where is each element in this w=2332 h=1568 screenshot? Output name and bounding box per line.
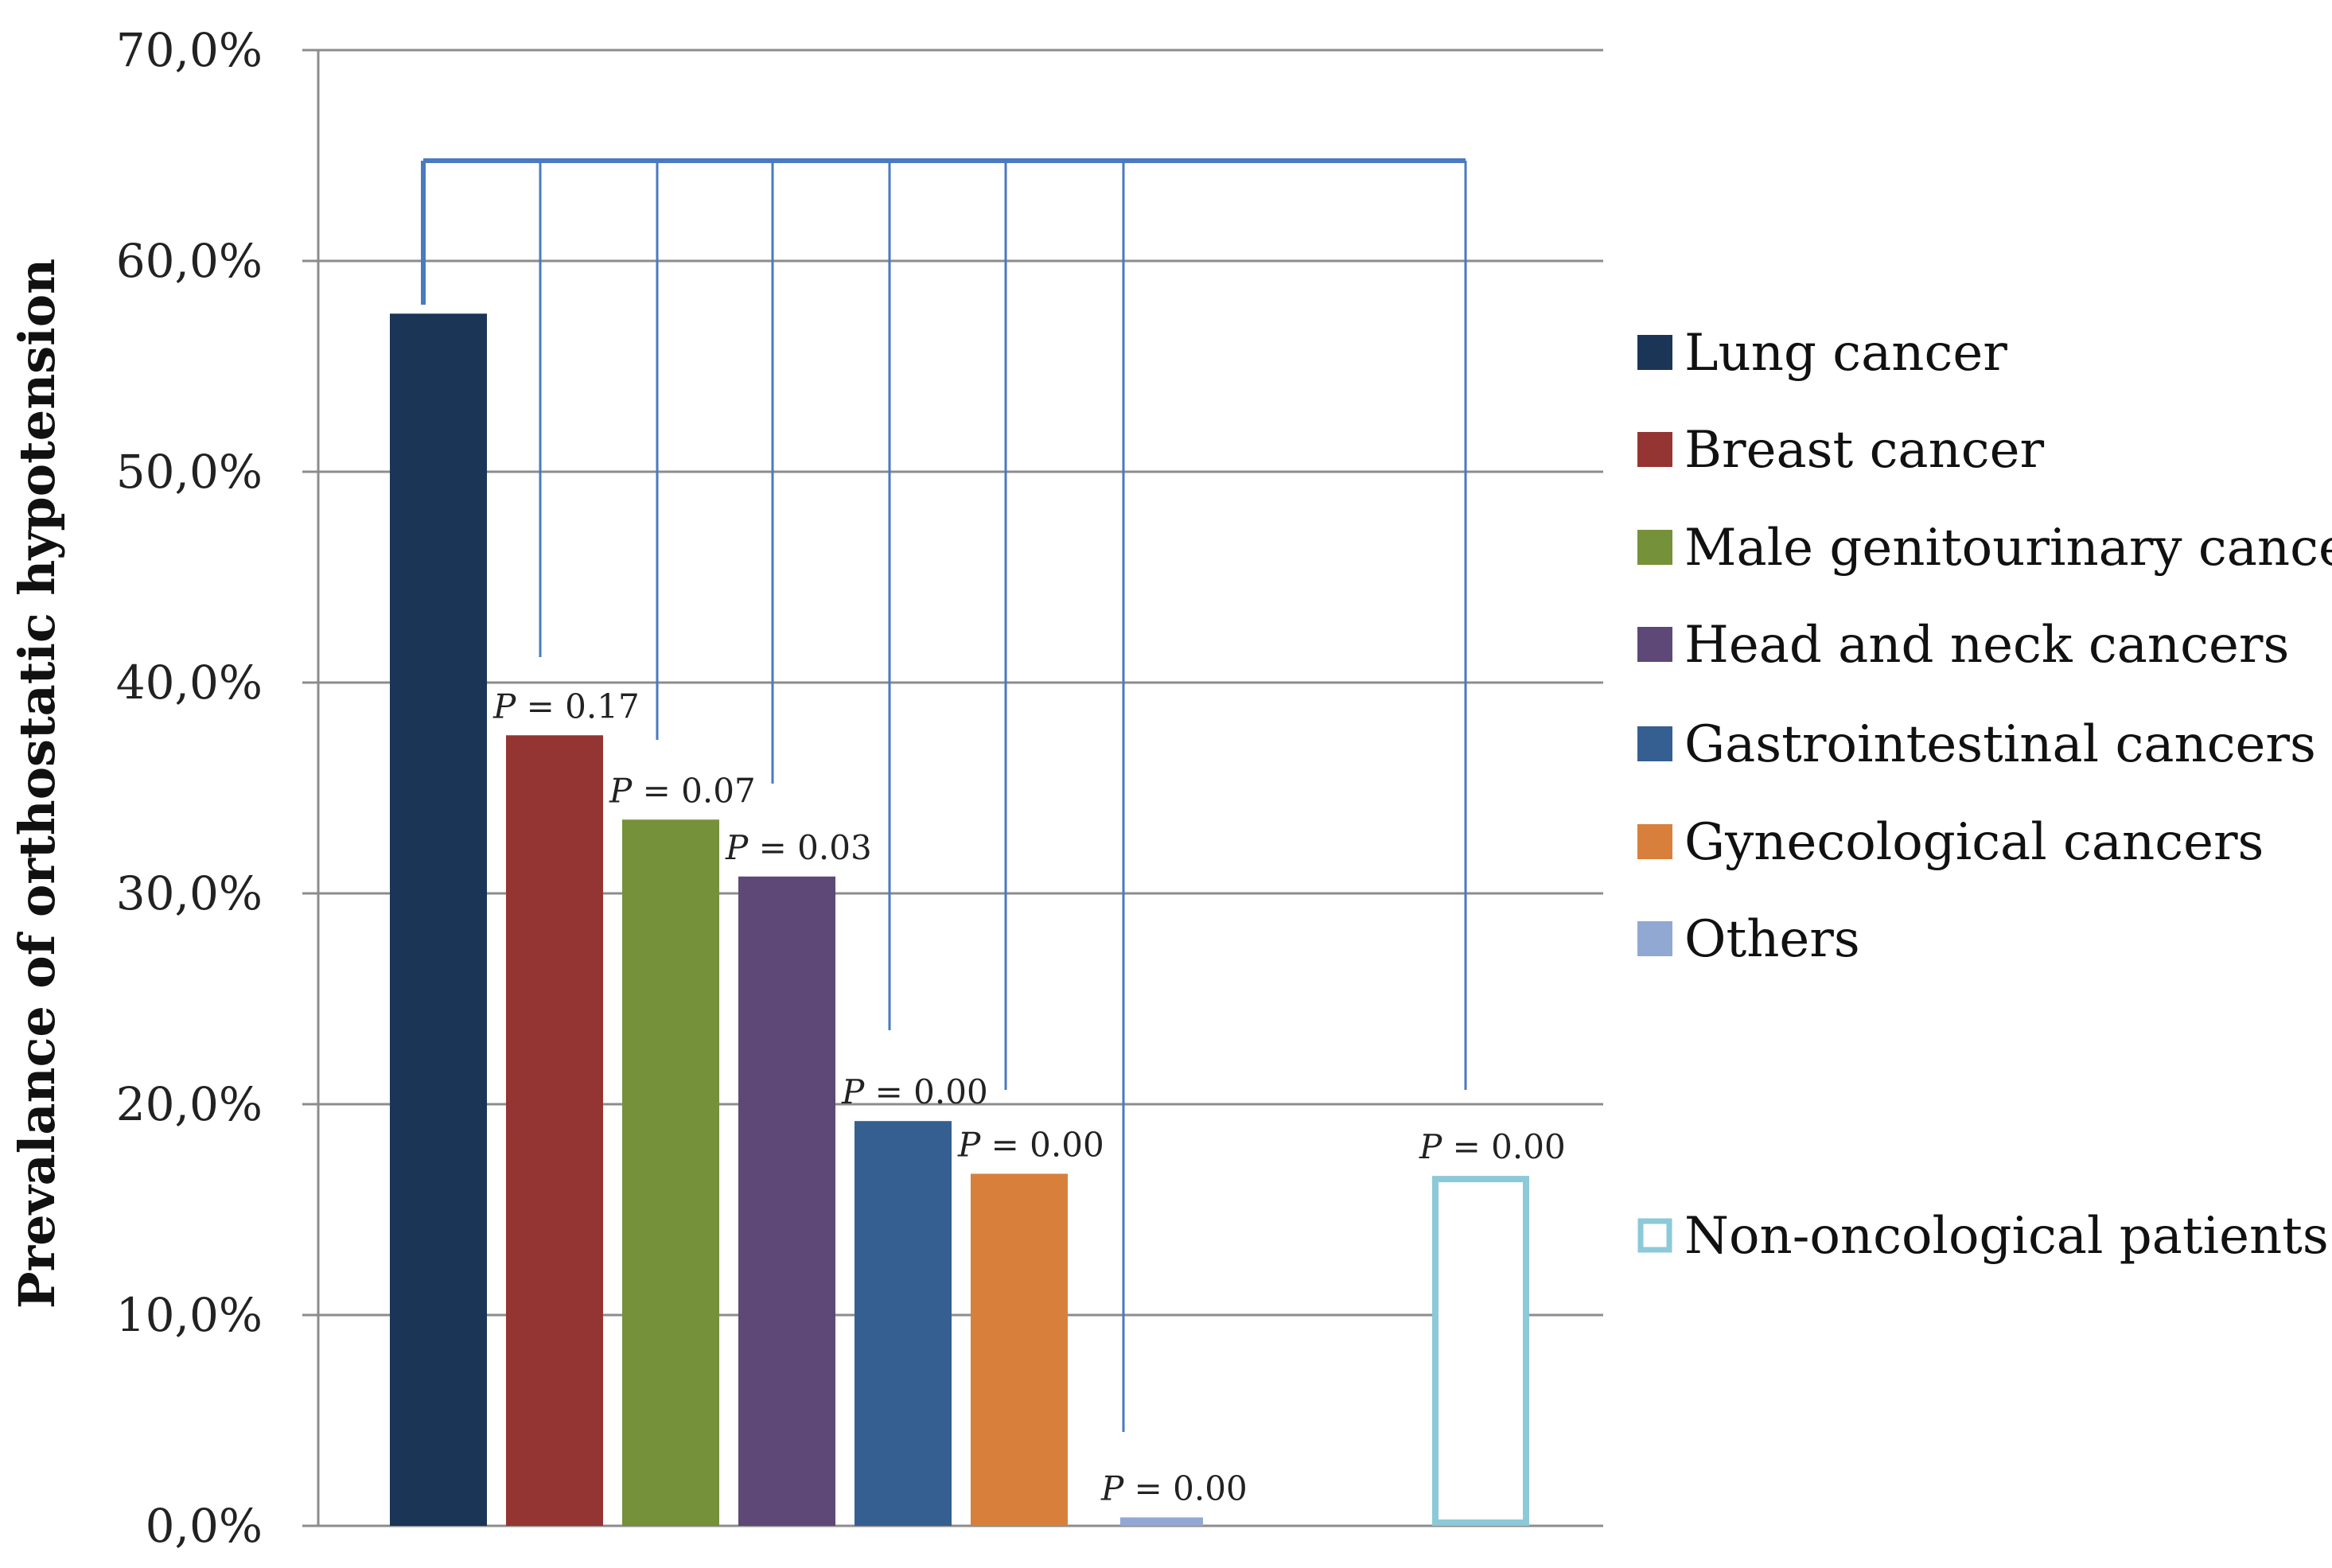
bar-gastrointestinal-cancers: [855, 1121, 952, 1526]
y-axis: 0,0% 10,0% 20,0% 30,0% 40,0% 50,0% 60,0% 70,0%: [116, 23, 320, 1553]
bar-lung-cancer: [390, 313, 487, 1526]
legend-swatch: [1637, 921, 1672, 956]
p-value-labels: P = 0.17 P = 0.07 P = 0.03 P = 0.00 P = 0.00…: [492, 687, 1566, 1508]
p-value-label: P = 0.00: [1419, 1127, 1566, 1166]
bar-head-and-neck-cancers: [738, 876, 835, 1526]
legend: Lung cancer Breast cancer Male genitourina…: [1637, 324, 2332, 1266]
y-tick-label: 50,0%: [116, 445, 263, 499]
legend-label: Male genitourinary cancers: [1684, 519, 2332, 578]
bar-male-genitourinary-cancers: [622, 819, 719, 1526]
legend-label: Breast cancer: [1684, 421, 2045, 480]
legend-label: Non-oncological patients: [1684, 1207, 2329, 1266]
p-value-label: P = 0.17: [492, 687, 640, 726]
y-tick-label: 70,0%: [116, 23, 263, 77]
bar-gynecological-cancers: [971, 1173, 1068, 1526]
bars: [390, 313, 1529, 1526]
p-value-label: P = 0.00: [1100, 1469, 1248, 1508]
y-tick-label: 0,0%: [146, 1499, 263, 1553]
bar-others: [1120, 1517, 1203, 1526]
p-value-label: P = 0.00: [957, 1125, 1104, 1164]
y-tick-label: 60,0%: [116, 234, 263, 288]
legend-swatch: [1637, 627, 1672, 662]
legend-swatch: [1637, 824, 1672, 859]
y-tick-label: 30,0%: [116, 866, 263, 920]
y-tick-label: 40,0%: [116, 656, 263, 710]
legend-swatch: [1637, 726, 1672, 761]
p-value-label: P = 0.00: [841, 1072, 988, 1111]
legend-label: Lung cancer: [1684, 324, 2007, 383]
bar-non-oncological-patients: [1432, 1176, 1529, 1526]
y-tick-label: 20,0%: [116, 1077, 263, 1131]
p-value-label: P = 0.07: [609, 771, 756, 810]
legend-swatch: [1637, 432, 1672, 467]
p-value-label: P = 0.03: [725, 828, 872, 867]
bar-breast-cancer: [506, 735, 603, 1526]
significance-brackets: [421, 158, 1467, 1432]
legend-swatch: [1637, 335, 1672, 370]
y-tick-label: 10,0%: [116, 1288, 263, 1342]
legend-swatch: [1637, 530, 1672, 565]
legend-label: Others: [1684, 910, 1860, 969]
legend-swatch: [1637, 1218, 1672, 1253]
y-axis-label: Prevalance of orthostatic hypotension: [8, 259, 66, 1309]
legend-label: Gastrointestinal cancers: [1684, 715, 2316, 774]
legend-label: Gynecological cancers: [1684, 813, 2264, 872]
legend-label: Head and neck cancers: [1684, 616, 2289, 675]
gridlines: [302, 49, 1603, 1527]
